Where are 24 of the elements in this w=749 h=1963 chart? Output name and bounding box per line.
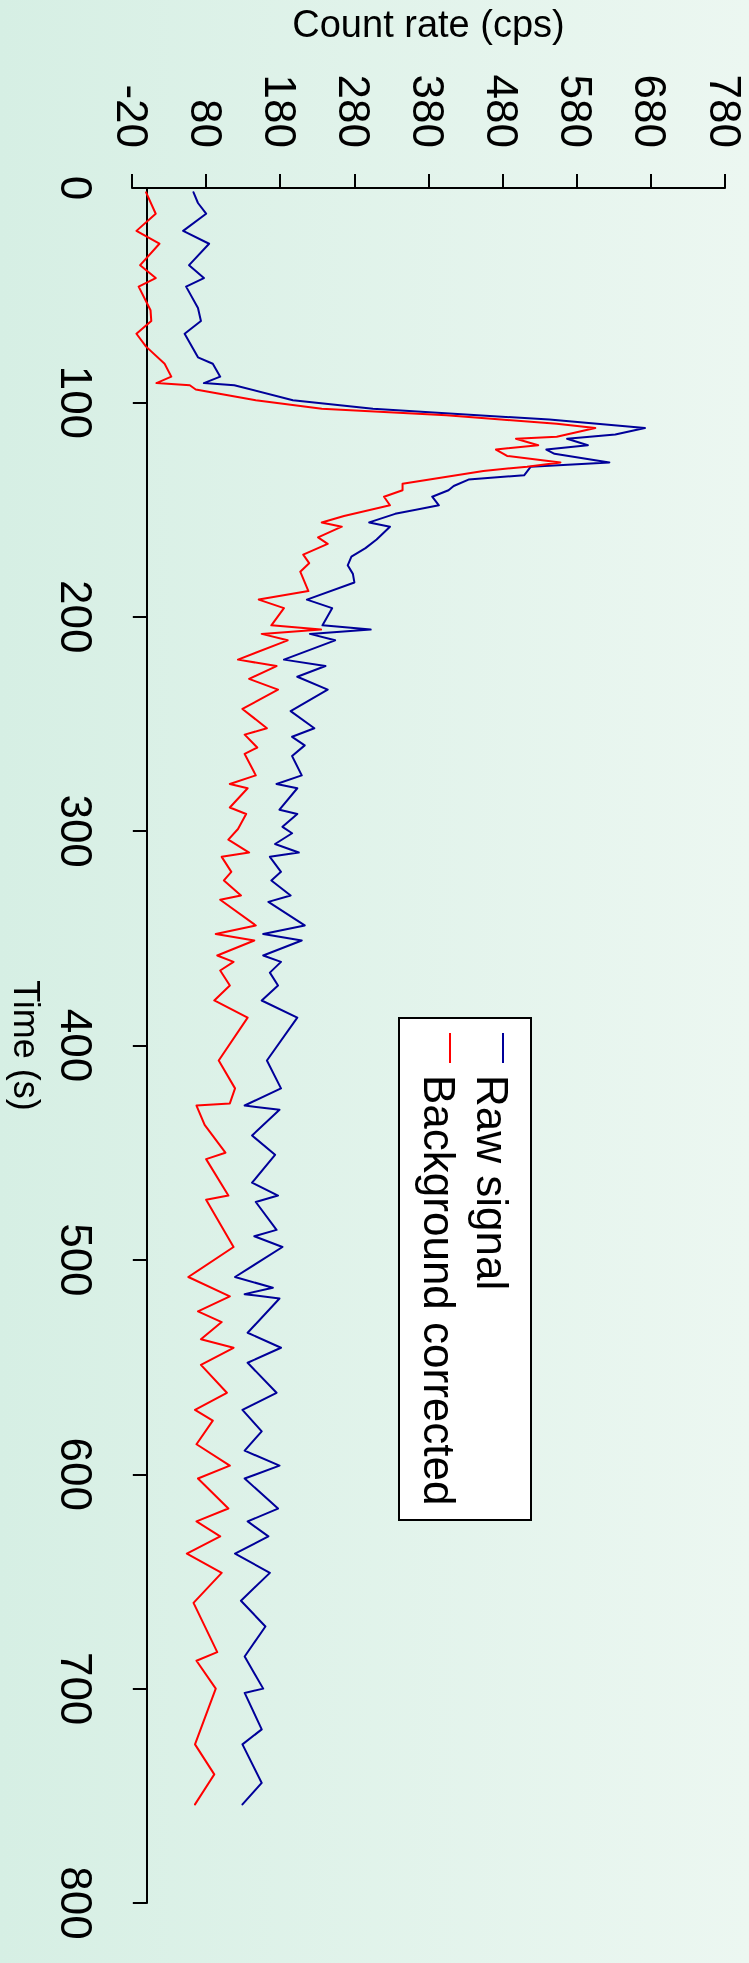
y-tick-label: 100 [51, 365, 101, 440]
line-series [182, 191, 646, 1806]
legend-label: Background corrected [414, 1075, 464, 1506]
x-tick-label: 380 [404, 74, 453, 148]
x-axis-title: Count rate (cps) [292, 3, 565, 45]
x-tick-label: 280 [329, 74, 379, 148]
y-tick-label: 200 [51, 580, 101, 654]
x-tick-label: 680 [626, 74, 676, 148]
legend-label: Raw signal [467, 1075, 517, 1291]
y-tick-label: 300 [51, 794, 101, 868]
x-tick-label: 580 [552, 74, 602, 148]
y-tick-label: 700 [51, 1651, 101, 1726]
line-series [135, 191, 597, 1806]
y-tick-label: 600 [51, 1437, 101, 1511]
y-tick-label: 800 [51, 1866, 101, 1940]
y-tick-label: 400 [51, 1008, 101, 1083]
y-axis-title: Time (s) [5, 980, 47, 1111]
x-tick-label: -20 [107, 84, 157, 148]
x-tick-label: 180 [255, 74, 305, 148]
x-tick-label: 480 [478, 74, 528, 148]
x-tick-label: 780 [700, 74, 749, 148]
y-tick-label: 0 [51, 175, 101, 201]
x-tick-label: 80 [181, 99, 231, 148]
y-tick-label: 500 [51, 1223, 101, 1297]
